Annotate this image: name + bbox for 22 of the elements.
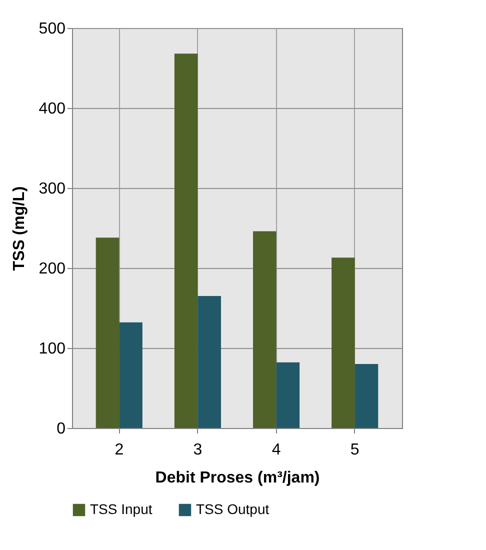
y-tick-label: 200 (38, 260, 66, 278)
bar (198, 296, 221, 428)
y-tick-label: 0 (56, 420, 66, 438)
y-tick-label: 300 (38, 180, 66, 198)
legend-label: TSS Input (90, 501, 152, 517)
x-axis-title: Debit Proses (m³/jam) (155, 470, 320, 486)
x-tick-label: 4 (272, 442, 281, 458)
legend-label: TSS Output (196, 501, 270, 517)
bar (119, 322, 142, 428)
y-tick-label: 400 (38, 100, 66, 118)
bar (253, 231, 276, 428)
y-tick-label: 100 (38, 340, 66, 358)
bar (354, 364, 378, 428)
x-tick-label: 5 (350, 442, 360, 458)
bar (96, 238, 120, 428)
bar (332, 258, 355, 428)
y-tick-label: 500 (38, 20, 66, 38)
y-axis-title: TSS (mg/L) (10, 186, 28, 271)
bar (276, 362, 300, 428)
x-tick-label: 3 (193, 442, 202, 458)
x-tick-label: 2 (114, 442, 124, 458)
bar (174, 54, 198, 428)
